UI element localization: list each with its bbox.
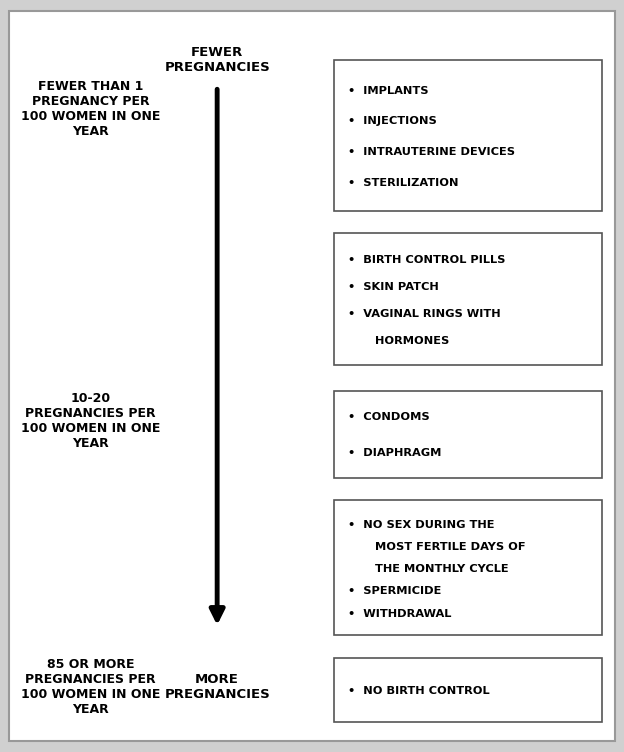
Text: •  NO SEX DURING THE: • NO SEX DURING THE xyxy=(348,520,494,529)
Bar xyxy=(334,391,602,478)
Text: •  DIAPHRAGM: • DIAPHRAGM xyxy=(348,448,441,458)
Text: FEWER THAN 1
PREGNANCY PER
100 WOMEN IN ONE
YEAR: FEWER THAN 1 PREGNANCY PER 100 WOMEN IN … xyxy=(21,80,160,138)
Text: MOST FERTILE DAYS OF: MOST FERTILE DAYS OF xyxy=(359,542,525,552)
Text: •  CONDOMS: • CONDOMS xyxy=(348,412,429,423)
Bar xyxy=(334,233,602,365)
Text: THE MONTHLY CYCLE: THE MONTHLY CYCLE xyxy=(359,564,509,574)
Text: •  BIRTH CONTROL PILLS: • BIRTH CONTROL PILLS xyxy=(348,255,505,265)
Text: 10-20
PREGNANCIES PER
100 WOMEN IN ONE
YEAR: 10-20 PREGNANCIES PER 100 WOMEN IN ONE Y… xyxy=(21,392,160,450)
Bar xyxy=(334,658,602,722)
Text: •  STERILIZATION: • STERILIZATION xyxy=(348,178,458,188)
Text: 85 OR MORE
PREGNANCIES PER
100 WOMEN IN ONE
YEAR: 85 OR MORE PREGNANCIES PER 100 WOMEN IN … xyxy=(21,657,160,716)
Text: HORMONES: HORMONES xyxy=(359,335,449,346)
Text: •  WITHDRAWAL: • WITHDRAWAL xyxy=(348,608,451,618)
Bar xyxy=(334,500,602,635)
Text: •  INTRAUTERINE DEVICES: • INTRAUTERINE DEVICES xyxy=(348,147,515,157)
Text: FEWER
PREGNANCIES: FEWER PREGNANCIES xyxy=(164,46,270,74)
Text: •  IMPLANTS: • IMPLANTS xyxy=(348,86,428,96)
Text: •  INJECTIONS: • INJECTIONS xyxy=(348,117,436,126)
Text: •  VAGINAL RINGS WITH: • VAGINAL RINGS WITH xyxy=(348,309,500,319)
Text: •  SPERMICIDE: • SPERMICIDE xyxy=(348,587,441,596)
Bar xyxy=(334,60,602,211)
Text: MORE
PREGNANCIES: MORE PREGNANCIES xyxy=(164,672,270,701)
Text: •  SKIN PATCH: • SKIN PATCH xyxy=(348,282,438,292)
Text: •  NO BIRTH CONTROL: • NO BIRTH CONTROL xyxy=(348,686,489,696)
